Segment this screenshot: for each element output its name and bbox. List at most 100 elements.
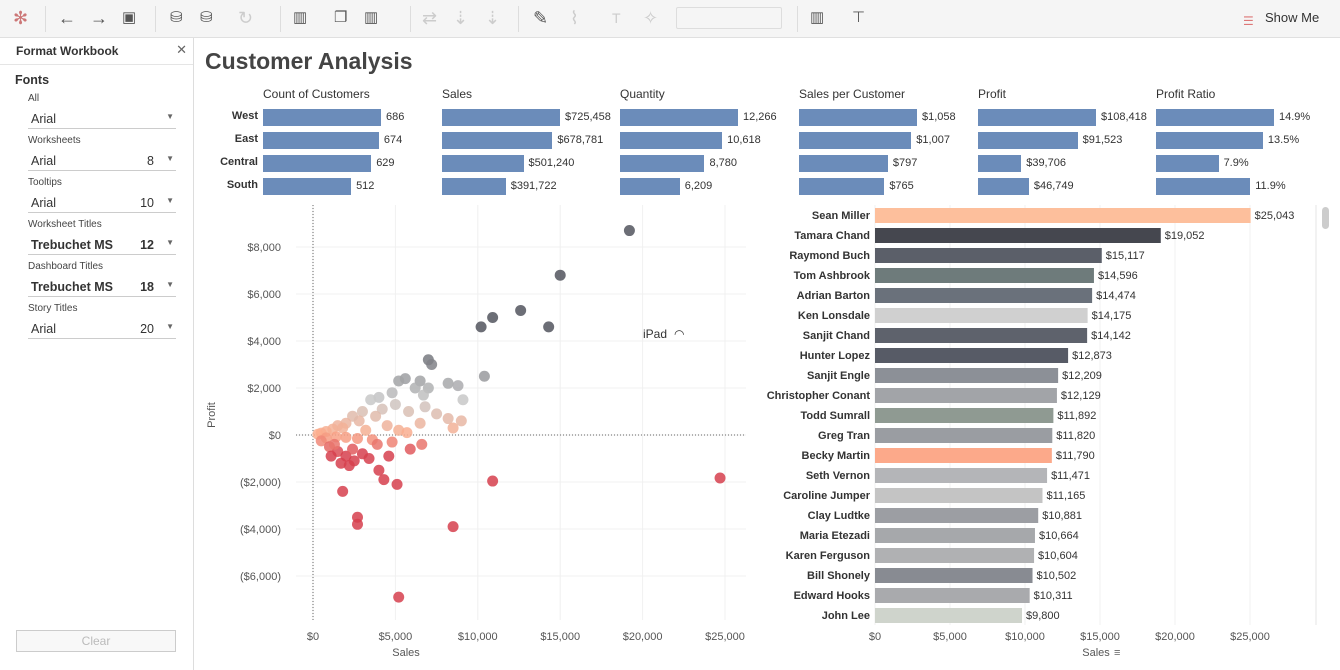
sort-asc-icon[interactable]: ⇣ — [453, 8, 469, 28]
scatter-point[interactable] — [373, 391, 385, 403]
scatter-point[interactable] — [365, 394, 377, 406]
kpi-bar[interactable] — [620, 132, 723, 149]
kpi-bar[interactable] — [978, 109, 1096, 126]
scatter-point[interactable] — [351, 518, 363, 530]
scatter-point[interactable] — [487, 475, 499, 487]
new-datasource-icon[interactable]: ⛁ — [170, 9, 183, 26]
customer-bar[interactable] — [875, 488, 1043, 503]
scatter-point[interactable] — [370, 410, 382, 422]
customer-bar[interactable] — [875, 328, 1088, 343]
customer-bar[interactable] — [875, 388, 1057, 403]
close-icon[interactable]: ✕ — [176, 42, 187, 57]
kpi-bar[interactable] — [442, 155, 524, 172]
save-icon[interactable]: ▣ — [122, 9, 137, 26]
customer-bar[interactable] — [875, 208, 1251, 223]
font-select[interactable]: Arial 8 ▼ — [28, 148, 176, 171]
clear-button[interactable]: Clear — [16, 630, 176, 652]
scatter-point[interactable] — [487, 312, 499, 323]
scatter-point[interactable] — [478, 370, 490, 382]
kpi-bar[interactable] — [442, 178, 506, 195]
scatter-point[interactable] — [391, 478, 403, 490]
fit-dropdown[interactable] — [676, 7, 782, 29]
customer-bar[interactable] — [875, 228, 1161, 243]
scatter-point[interactable] — [416, 438, 428, 450]
kpi-bar[interactable] — [799, 178, 885, 195]
forward-icon[interactable]: → — [90, 8, 108, 28]
font-select[interactable]: Trebuchet MS 18 ▼ — [28, 274, 176, 297]
new-worksheet-icon[interactable]: ▥ — [293, 9, 308, 26]
highlight-icon[interactable]: ✎ — [533, 8, 549, 28]
scatter-point[interactable] — [386, 387, 398, 399]
scatter-point[interactable] — [340, 431, 352, 443]
kpi-bar[interactable] — [1156, 178, 1251, 195]
scatter-point[interactable] — [431, 408, 443, 420]
scatter-point[interactable] — [475, 321, 487, 333]
scatter-point[interactable] — [343, 460, 355, 472]
kpi-bar[interactable] — [1156, 155, 1219, 172]
customer-bar[interactable] — [875, 268, 1094, 283]
scatter-point[interactable] — [351, 433, 363, 445]
scatter-point[interactable] — [623, 225, 635, 237]
scatter-point[interactable] — [389, 398, 401, 410]
scatter-point[interactable] — [543, 321, 555, 333]
kpi-bar[interactable] — [799, 132, 912, 149]
kpi-bar[interactable] — [978, 155, 1022, 172]
customer-bar[interactable] — [875, 468, 1048, 483]
kpi-bar[interactable] — [620, 155, 705, 172]
scatter-point[interactable] — [457, 394, 469, 406]
scatter-point[interactable] — [371, 438, 383, 450]
customer-bar[interactable] — [875, 588, 1030, 603]
scatter-point[interactable] — [328, 438, 340, 450]
scatter-point[interactable] — [409, 382, 421, 394]
clear-sheet-icon[interactable]: ▥ — [364, 9, 379, 26]
kpi-bar[interactable] — [442, 132, 553, 149]
tableau-logo-icon[interactable]: ✻ — [13, 8, 29, 28]
scatter-point[interactable] — [335, 457, 347, 469]
scatter-point[interactable] — [404, 443, 416, 455]
scatter-point[interactable] — [356, 406, 368, 417]
scatter-point[interactable] — [442, 377, 454, 389]
kpi-bar[interactable] — [1156, 109, 1274, 126]
scatter-point[interactable] — [386, 436, 398, 448]
kpi-bar[interactable] — [263, 155, 372, 172]
scatter-point[interactable] — [381, 420, 393, 432]
kpi-bar[interactable] — [620, 109, 738, 126]
customer-bar[interactable] — [875, 348, 1069, 363]
customer-bar[interactable] — [875, 448, 1052, 463]
customer-bar[interactable] — [875, 408, 1054, 423]
sort-icon[interactable]: ≡ — [1114, 647, 1120, 659]
scatter-point[interactable] — [554, 269, 566, 281]
scatter-point[interactable] — [337, 422, 349, 434]
scatter-point[interactable] — [452, 380, 464, 392]
scatter-point[interactable] — [455, 415, 467, 427]
kpi-bar[interactable] — [263, 132, 379, 149]
kpi-bar[interactable] — [799, 155, 888, 172]
scatter-point[interactable] — [442, 413, 454, 425]
fix-axes-icon[interactable]: ✧ — [643, 8, 659, 28]
scatter-point[interactable] — [383, 450, 395, 462]
scatter-point[interactable] — [447, 422, 459, 434]
font-select[interactable]: Arial 10 ▼ — [28, 190, 176, 213]
kpi-bar[interactable] — [263, 178, 352, 195]
scatter-point[interactable] — [393, 375, 405, 387]
customer-bar[interactable] — [875, 548, 1035, 563]
scatter-point[interactable] — [347, 410, 359, 422]
customer-bar[interactable] — [875, 528, 1035, 543]
scatter-point[interactable] — [337, 485, 349, 497]
scatter-point[interactable] — [515, 304, 527, 316]
scatter-point[interactable] — [393, 591, 405, 603]
kpi-bar[interactable] — [1156, 132, 1263, 149]
scatter-point[interactable] — [414, 417, 426, 429]
customer-bar[interactable] — [875, 248, 1102, 263]
scatter-point[interactable] — [360, 424, 372, 436]
scatter-point[interactable] — [426, 359, 438, 370]
font-select[interactable]: Arial 20 ▼ — [28, 316, 176, 339]
customer-bar[interactable] — [875, 568, 1033, 583]
attach-icon[interactable]: ⌇ — [570, 8, 579, 28]
kpi-bar[interactable] — [442, 109, 560, 126]
scatter-point[interactable] — [417, 389, 429, 401]
customer-bar[interactable] — [875, 308, 1088, 323]
customer-bar[interactable] — [875, 288, 1093, 303]
label-icon[interactable]: T — [612, 10, 621, 26]
scatter-point[interactable] — [378, 474, 390, 486]
